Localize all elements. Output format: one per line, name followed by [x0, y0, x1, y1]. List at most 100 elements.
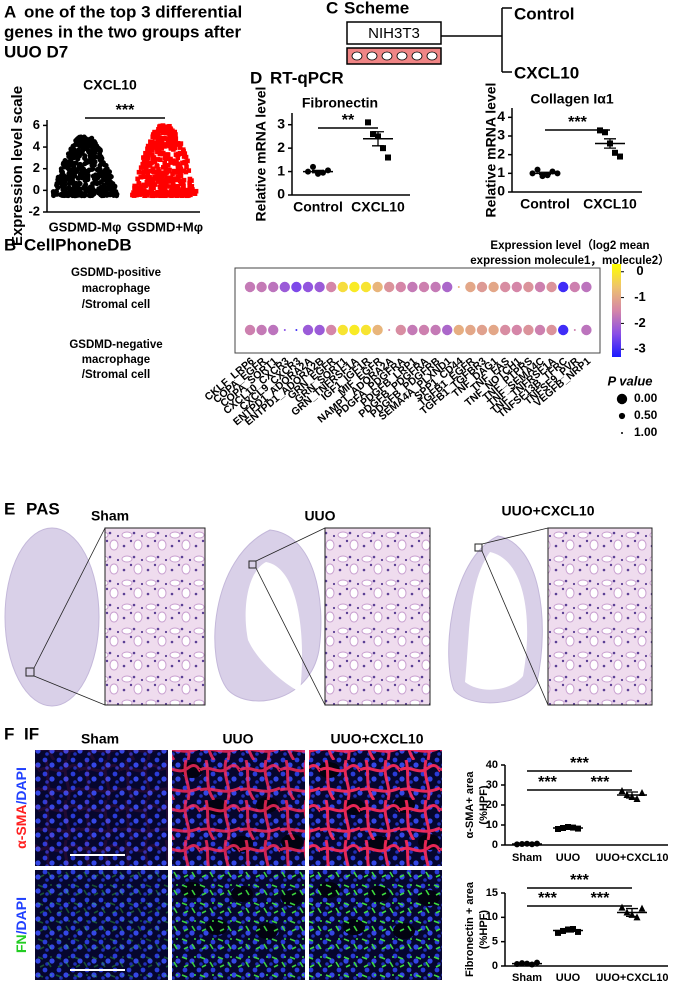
x-tick-label: Control	[520, 196, 570, 212]
dot	[163, 164, 169, 170]
dot	[170, 135, 176, 141]
dot	[418, 281, 430, 293]
dot	[523, 324, 534, 336]
dot	[372, 324, 383, 336]
dot	[159, 128, 164, 134]
dot	[185, 158, 190, 164]
y-axis-label: Expression level scale	[9, 86, 26, 246]
y-axis-label: α-SMA+ area	[464, 771, 476, 839]
significance-label: ***	[538, 774, 557, 791]
dot	[144, 164, 149, 170]
dot	[171, 182, 176, 187]
dot	[500, 324, 511, 336]
dot	[157, 124, 162, 129]
dot	[136, 169, 142, 175]
dot	[65, 151, 71, 157]
dot	[76, 180, 82, 186]
chart-title: Collagen Iα1	[530, 91, 614, 107]
dot	[268, 281, 279, 293]
dot	[256, 281, 267, 293]
colorbar-tick-label: -3	[634, 341, 646, 356]
zoom-inset	[104, 527, 206, 706]
dot	[164, 170, 170, 175]
row-label: macrophage	[82, 283, 150, 295]
dot	[77, 163, 83, 169]
zoom-lines	[481, 527, 549, 706]
dot	[76, 134, 82, 140]
y-tick-label: 6	[33, 117, 40, 132]
dot	[94, 146, 100, 152]
dot	[89, 137, 95, 143]
dot	[372, 281, 383, 293]
row-label: FN/DAPI	[13, 897, 29, 953]
dot	[98, 191, 104, 197]
plot-frame	[234, 267, 601, 354]
dot	[104, 180, 110, 186]
dot	[176, 168, 181, 173]
x-tick-label: UUO	[556, 972, 581, 983]
dot	[569, 281, 580, 293]
dot	[171, 168, 177, 174]
dot	[430, 281, 441, 293]
point	[617, 153, 623, 160]
dot	[61, 172, 67, 178]
dot	[337, 281, 348, 293]
y-tick-label: 2	[277, 139, 285, 155]
dot	[188, 192, 193, 198]
size-legend-label: 1.00	[634, 425, 658, 439]
dot	[87, 189, 93, 195]
dot	[337, 324, 348, 336]
row-label: GSDMD-positive	[71, 267, 161, 279]
dot	[74, 166, 80, 172]
dot	[162, 186, 168, 192]
distribution	[130, 123, 199, 199]
dot	[150, 152, 155, 158]
dot	[244, 324, 256, 336]
panel-letter: A	[4, 2, 16, 21]
dot	[180, 187, 186, 192]
dot	[168, 127, 174, 132]
dot	[534, 324, 546, 336]
stain-overlay	[35, 750, 168, 866]
dot	[82, 155, 88, 161]
dot	[141, 174, 147, 180]
dot	[162, 193, 168, 199]
row-label: /Stromal cell	[82, 369, 150, 381]
size-legend-dot	[621, 432, 623, 434]
dot	[172, 185, 177, 190]
dot	[152, 140, 157, 145]
y-tick-label: 40	[486, 759, 498, 771]
y-tick-label: 2	[497, 145, 505, 161]
stain-overlay	[172, 750, 305, 866]
dot	[170, 158, 176, 164]
dot	[145, 146, 150, 152]
point	[555, 826, 561, 832]
dot	[152, 182, 158, 187]
row-label: GSDMD-negative	[69, 339, 162, 351]
dot	[158, 137, 163, 143]
significance-label: ***	[116, 102, 135, 119]
group-label: CXCL10	[514, 63, 579, 82]
dot	[558, 324, 569, 336]
y-tick-label: 0	[492, 839, 498, 851]
dot	[193, 188, 199, 194]
dot	[581, 324, 592, 336]
dot	[168, 179, 173, 184]
cell	[351, 51, 363, 61]
stain: FN	[13, 934, 29, 953]
dot	[158, 180, 164, 186]
dot	[132, 188, 138, 194]
y-tick-label: 4	[33, 138, 41, 153]
panel-letter: B	[4, 235, 16, 254]
pas-uuo	[214, 527, 431, 706]
error-bar	[626, 907, 638, 918]
dot	[184, 193, 190, 199]
y-tick-label: 15	[486, 887, 498, 899]
dot	[178, 173, 183, 179]
dot	[163, 156, 169, 162]
colorbar-tick-label: 0	[636, 263, 643, 278]
legend-title: Expression level（log2 mean	[490, 238, 649, 252]
dot	[149, 193, 154, 198]
y-tick-label: 1	[277, 162, 285, 178]
dot	[349, 324, 360, 336]
